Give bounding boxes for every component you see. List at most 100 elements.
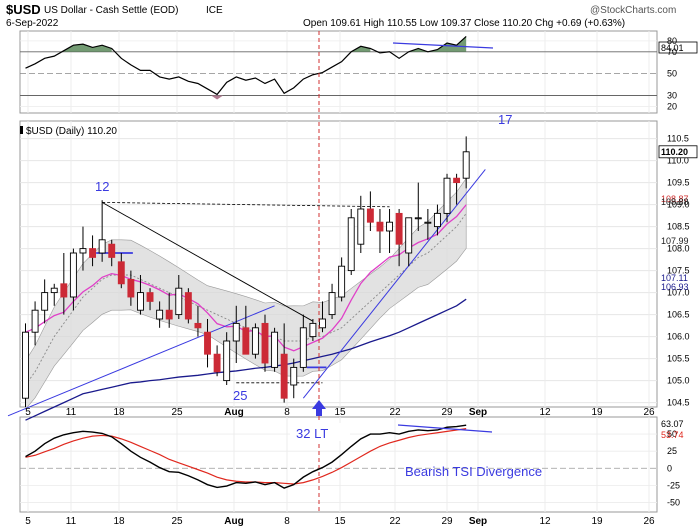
candle-body <box>386 221 393 232</box>
tsi-tick-label: -50 <box>667 497 680 507</box>
candlesticks <box>22 136 470 407</box>
price-right-tag: 107.11 <box>661 273 688 283</box>
candle-body <box>280 353 288 399</box>
candle-body <box>232 322 240 342</box>
price-right-tag: 108.87 <box>661 194 689 204</box>
x-axis-labels-mid: 5 11 18 25 Aug 8 15 22 29 Sep 12 19 26 <box>25 407 655 418</box>
candle-body <box>433 212 441 228</box>
blue-rising-trendline-left <box>7 305 275 417</box>
annotation-17: 17 <box>498 112 512 127</box>
rsi-tick-label: 80 <box>667 36 677 46</box>
bollinger-band <box>25 177 467 411</box>
rsi-value-box <box>658 41 698 54</box>
long-moving-average <box>25 298 467 421</box>
candle-body <box>69 252 77 298</box>
price-legend: $USD (Daily) 110.20 <box>26 126 117 137</box>
candle-body <box>175 287 183 316</box>
x-tick-label: 22 <box>389 516 401 527</box>
symbol-name: US Dollar - Cash Settle (EOD) <box>44 5 178 16</box>
price-tick-label: 109.5 <box>667 178 690 188</box>
price-tick-label: 105.0 <box>667 376 690 386</box>
candle-body <box>338 265 346 298</box>
candle-body <box>117 261 125 285</box>
x-tick-label: Sep <box>469 516 487 527</box>
last-price-box <box>658 145 698 159</box>
candle-body <box>31 309 39 333</box>
legend-candle-icon <box>20 126 23 134</box>
tsi-value-label: 63.07 <box>661 419 684 429</box>
x-tick-label: 8 <box>284 407 290 418</box>
rsi-oversold-area <box>211 95 224 100</box>
x-tick-label: 29 <box>441 407 453 418</box>
rsi-overbought-fill <box>63 36 467 100</box>
candle-body <box>443 177 451 214</box>
candle-body <box>108 243 116 258</box>
price-tick-label: 107.0 <box>667 288 690 298</box>
candle-body <box>251 327 259 355</box>
rsi-grid <box>20 31 657 113</box>
candle-body <box>213 353 221 373</box>
x-tick-label: 29 <box>441 516 453 527</box>
price-right-tag: 106.93 <box>661 282 689 292</box>
watermark: @StockCharts.com <box>590 5 676 16</box>
tsi-signal-line <box>25 428 467 485</box>
price-tick-label: 109.0 <box>667 200 690 210</box>
tsi-divergence-text: Bearish TSI Divergence <box>405 464 542 479</box>
x-tick-label: 18 <box>113 516 125 527</box>
x-tick-label: 25 <box>171 407 183 418</box>
candle-body <box>424 221 432 224</box>
candle-body <box>204 331 211 355</box>
price-tick-label: 110.5 <box>667 134 689 144</box>
resistance-dashed-line <box>102 202 390 208</box>
price-tick-label: 105.5 <box>667 354 690 364</box>
tsi-tick-label: -25 <box>667 480 680 490</box>
rsi-panel-frame <box>19 30 658 114</box>
candle-body <box>414 217 422 220</box>
x-tick-label: 5 <box>25 407 31 418</box>
tsi-tick-label: 0 <box>667 463 672 473</box>
candle-body <box>194 322 202 329</box>
price-panel-frame <box>19 120 658 408</box>
candle-body <box>347 217 355 272</box>
x-tick-label: 19 <box>591 516 603 527</box>
rsi-tick-label: 30 <box>667 91 677 101</box>
rsi-value-label: 84.01 <box>661 43 684 53</box>
price-axis-ticks: 104.5 105.0 105.5 106.0 106.5 107.0 107.5 108.0… <box>667 134 690 408</box>
candle-body <box>242 327 250 355</box>
price-tick-label: 106.5 <box>667 310 690 320</box>
x-tick-label: Sep <box>469 407 487 418</box>
trendlines <box>7 169 486 417</box>
tsi-panel-frame <box>19 416 658 513</box>
rsi-tick-label: 70 <box>667 47 677 57</box>
candle-body <box>462 151 470 179</box>
candle-body <box>146 292 154 302</box>
x-tick-label: 8 <box>284 516 290 527</box>
exchange-label: ICE <box>206 5 223 16</box>
ohlc-summary: Open 109.61 High 110.55 Low 109.37 Close… <box>303 18 625 29</box>
price-tick-label: 104.5 <box>667 398 690 408</box>
price-tick-label: 107.5 <box>667 266 690 276</box>
price-tick-label: 108.5 <box>667 222 690 232</box>
candle-body <box>261 322 269 364</box>
candle-body <box>127 278 135 298</box>
tsi-signal-label: 53.74 <box>661 430 684 440</box>
tsi-tick-label: 50 <box>667 429 677 439</box>
candle-body <box>376 221 384 232</box>
date-label: 6-Sep-2022 <box>6 18 59 29</box>
x-tick-label: 25 <box>171 516 183 527</box>
x-tick-label: 11 <box>66 407 77 418</box>
price-tick-label: 106.0 <box>667 332 690 342</box>
candle-body <box>453 177 461 184</box>
candle-body <box>50 287 58 294</box>
candle-body <box>395 212 403 245</box>
candle-body <box>328 292 336 316</box>
annotation-12: 12 <box>95 179 109 194</box>
x-tick-label: 18 <box>113 407 125 418</box>
x-tick-label: 26 <box>643 516 655 527</box>
last-price-label: 110.20 <box>661 147 688 157</box>
